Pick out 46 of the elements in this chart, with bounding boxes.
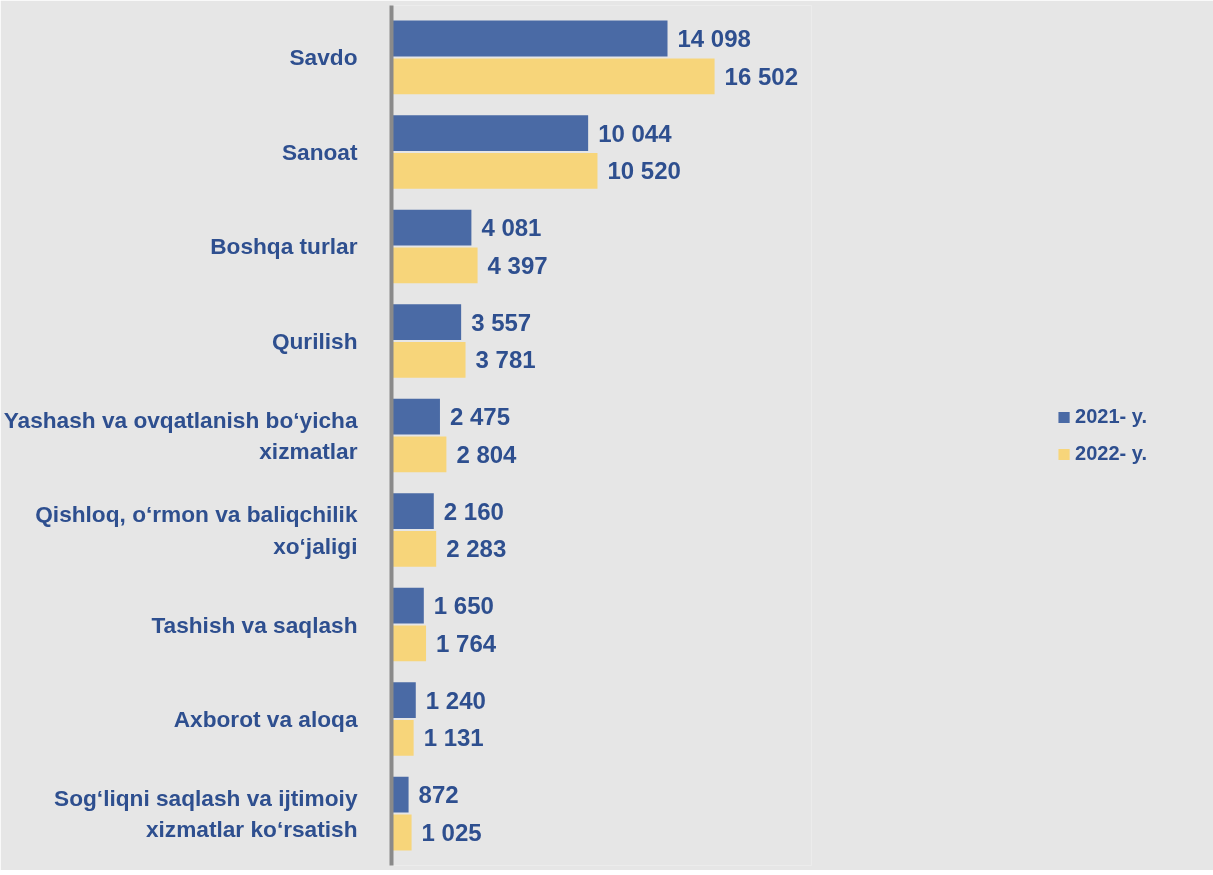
- y-tick-label: Boshqa turlar: [210, 233, 358, 260]
- y-tick-label: Qurilish: [271, 327, 358, 354]
- data-label: 2 283: [446, 535, 507, 563]
- bar: [391, 436, 447, 473]
- data-label: 2 804: [456, 440, 518, 468]
- y-tick-label: Sog‘liqni saqlash va ijtimoiy xizmatlar ko‘rsatish: [54, 784, 358, 843]
- bar: [391, 625, 427, 662]
- bar: [391, 20, 668, 57]
- bar: [391, 682, 416, 719]
- data-label: 2 475: [449, 403, 511, 431]
- data-label: 14 098: [677, 25, 751, 53]
- data-label: 10 520: [607, 157, 681, 185]
- bar: [391, 247, 478, 284]
- data-label: 1 764: [436, 629, 497, 657]
- data-label: 1 131: [423, 724, 484, 752]
- y-tick-label: Yashash va ovqatlanish bo‘yicha xizmatlar: [3, 406, 358, 465]
- data-label: 3 557: [471, 308, 532, 336]
- data-label: 4 081: [481, 214, 542, 242]
- y-tick-label: Qishloq, o‘rmon va baliqchilik xo‘jaligi: [35, 501, 358, 559]
- y-tick-label: Axborot va aloqa: [173, 706, 358, 733]
- bar: [391, 587, 424, 624]
- legend-label: 2021- y.: [1075, 405, 1147, 428]
- bar: [391, 493, 434, 530]
- bar: [391, 530, 437, 567]
- data-label: 4 397: [487, 251, 548, 279]
- bar: [391, 115, 589, 152]
- bar: [391, 58, 715, 95]
- data-label: 16 502: [724, 62, 798, 90]
- data-label: 1 650: [433, 592, 494, 620]
- bar: [391, 398, 440, 435]
- y-tick-label: Sanoat: [281, 138, 358, 165]
- bar: [391, 209, 472, 246]
- data-label: 872: [418, 781, 459, 809]
- data-label: 1 025: [421, 818, 482, 846]
- data-label: 2 160: [443, 497, 504, 525]
- bar: [391, 814, 412, 851]
- bar: [391, 341, 466, 378]
- bar: [391, 304, 462, 341]
- data-label: 1 240: [425, 686, 486, 714]
- data-label: 10 044: [598, 119, 673, 147]
- bar: [391, 152, 598, 189]
- data-label: 3 781: [475, 346, 536, 374]
- y-tick-label: Savdo: [289, 44, 358, 71]
- y-tick-label: Tashish va saqlash: [151, 611, 358, 638]
- legend-label: 2022- y.: [1075, 442, 1147, 465]
- bar: [391, 719, 414, 756]
